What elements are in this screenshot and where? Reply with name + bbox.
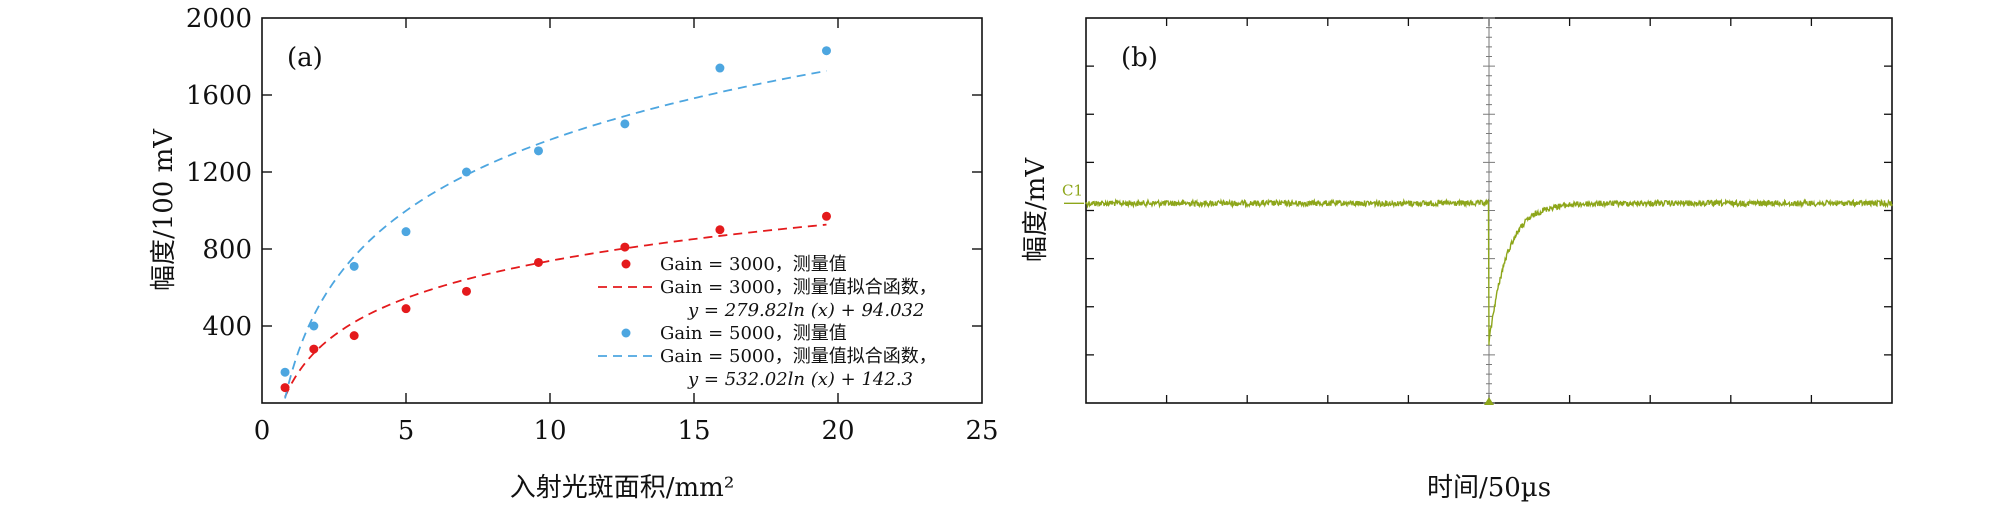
data-point	[461, 167, 471, 177]
x-tick-label: 15	[677, 416, 710, 446]
data-point	[461, 286, 471, 296]
panel-a-x-axis-title: 入射光斑面积/mm²	[510, 473, 735, 503]
y-tick-label: 2000	[186, 4, 252, 34]
panel-a-data-points	[280, 46, 831, 393]
legend-formula: y = 279.82ln (x) + 94.032	[687, 300, 924, 321]
x-tick-label: 10	[533, 416, 566, 446]
y-tick-label: 800	[202, 235, 252, 265]
data-point	[280, 383, 290, 393]
data-point	[309, 344, 319, 354]
legend-formula: y = 532.02ln (x) + 142.3	[687, 369, 913, 390]
legend-entry: Gain = 5000，测量值	[660, 323, 847, 344]
legend-marker	[621, 259, 631, 269]
panel-b-y-axis-title: 幅度/mV	[1021, 157, 1051, 262]
data-point	[620, 119, 630, 129]
y-tick-label: 400	[202, 312, 252, 342]
data-point	[715, 225, 725, 235]
data-point	[715, 63, 725, 73]
legend-entry: Gain = 5000，测量值拟合函数，	[660, 346, 937, 367]
panel-a-y-axis-title: 幅度/100 mV	[149, 128, 179, 291]
legend-entry: Gain = 3000，测量值	[660, 254, 847, 275]
panel-a-fit-curves	[284, 69, 827, 399]
data-point	[401, 227, 411, 237]
x-tick-label: 25	[965, 416, 998, 446]
data-point	[349, 261, 359, 271]
panel-b-label: (b)	[1121, 43, 1158, 73]
x-tick-label: 20	[821, 416, 854, 446]
panel-a-plot-frame	[261, 17, 983, 404]
panel-a-label: (a)	[287, 43, 323, 73]
data-point	[401, 304, 411, 314]
data-point	[533, 146, 543, 156]
y-tick-label: 1200	[186, 158, 252, 188]
panel-b-x-axis-title: 时间/50µs	[1427, 473, 1551, 503]
panel-a: 0 5 10 15 20 25 400 800 1200 1600 2000 (a) 入射光斑面积/…	[149, 4, 999, 503]
data-point	[533, 257, 543, 267]
legend-entry: Gain = 3000，测量值拟合函数，	[660, 277, 937, 298]
legend-marker	[621, 328, 631, 338]
fit-curve	[284, 223, 827, 398]
data-point	[620, 242, 630, 252]
fit-curve	[284, 69, 827, 399]
panel-a-ticks: 0 5 10 15 20 25 400 800 1200 1600 2000	[186, 4, 999, 446]
y-tick-label: 1600	[186, 81, 252, 111]
data-point	[280, 367, 290, 377]
trigger-marker	[1484, 397, 1494, 405]
panel-b-signal-trace	[1085, 197, 1893, 346]
data-point	[821, 211, 831, 221]
x-tick-label: 5	[398, 416, 415, 446]
channel-c1-marker: C1	[1062, 181, 1083, 199]
data-point	[349, 331, 359, 341]
data-point	[309, 321, 319, 331]
x-tick-label: 0	[254, 416, 271, 446]
panel-b: (b) C1 时间/50µs 幅度/mV	[1021, 17, 1893, 503]
data-point	[821, 46, 831, 56]
